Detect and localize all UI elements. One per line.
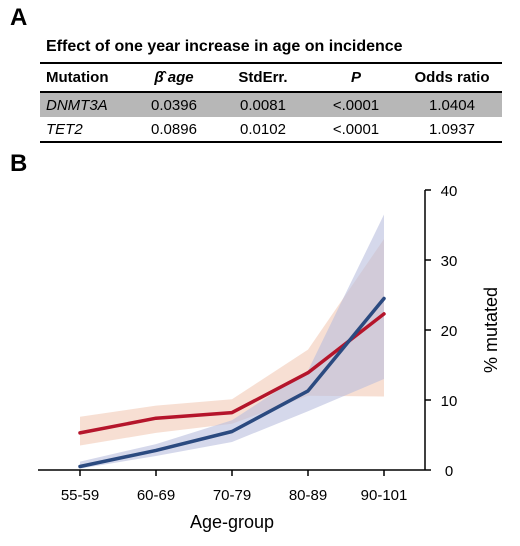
y-tick-label: 30	[441, 253, 458, 270]
table-row: DNMT3A 0.0396 0.0081 <.0001 1.0404	[40, 92, 502, 117]
cell-mutation: DNMT3A	[40, 92, 132, 117]
header-stderr: StdErr.	[238, 69, 288, 86]
panel-a-letter: A	[10, 4, 28, 31]
table-header-row: Mutation β̂ age StdErr. P Odds ratio	[40, 63, 502, 92]
y-tick-label: 0	[445, 463, 453, 480]
cell-beta: 0.0896	[151, 120, 197, 138]
cell-beta: 0.0396	[132, 92, 216, 117]
cell-odds-ratio: 1.0404	[402, 92, 502, 117]
header-odds-ratio: Odds ratio	[414, 69, 490, 86]
cell-stderr: 0.0102	[240, 120, 286, 138]
cell-mutation: TET2	[46, 120, 83, 138]
panel-b-letter: B	[10, 150, 28, 177]
table-title: Effect of one year increase in age on in…	[46, 38, 403, 55]
x-tick-label: 55-59	[61, 487, 99, 504]
y-tick-label: 40	[441, 183, 458, 200]
cell-p: <.0001	[332, 120, 380, 138]
x-tick-label: 70-79	[213, 487, 251, 504]
series-line-1	[78, 296, 386, 469]
confidence-band-1	[80, 214, 384, 469]
series-line-0	[78, 312, 386, 435]
x-tick-label: 60-69	[137, 487, 175, 504]
y-axis-label: % mutated	[481, 287, 501, 373]
cell-odds-ratio: 1.0937	[429, 120, 475, 138]
cell-p: <.0001	[310, 92, 402, 117]
table-row: TET2 0.0896 0.0102 <.0001 1.0937	[40, 117, 502, 142]
header-p-value: P	[350, 69, 361, 86]
cell-stderr: 0.0081	[216, 92, 310, 117]
y-tick-label: 20	[441, 323, 458, 340]
x-tick-label: 90-101	[361, 487, 408, 504]
header-mutation: Mutation	[46, 69, 109, 86]
effect-table: Mutation β̂ age StdErr. P Odds ratio DNM…	[40, 62, 502, 143]
x-axis-label: Age-group	[190, 512, 274, 532]
x-tick-label: 80-89	[289, 487, 327, 504]
y-tick-label: 10	[441, 393, 458, 410]
header-beta-age: β̂ age	[154, 69, 194, 86]
